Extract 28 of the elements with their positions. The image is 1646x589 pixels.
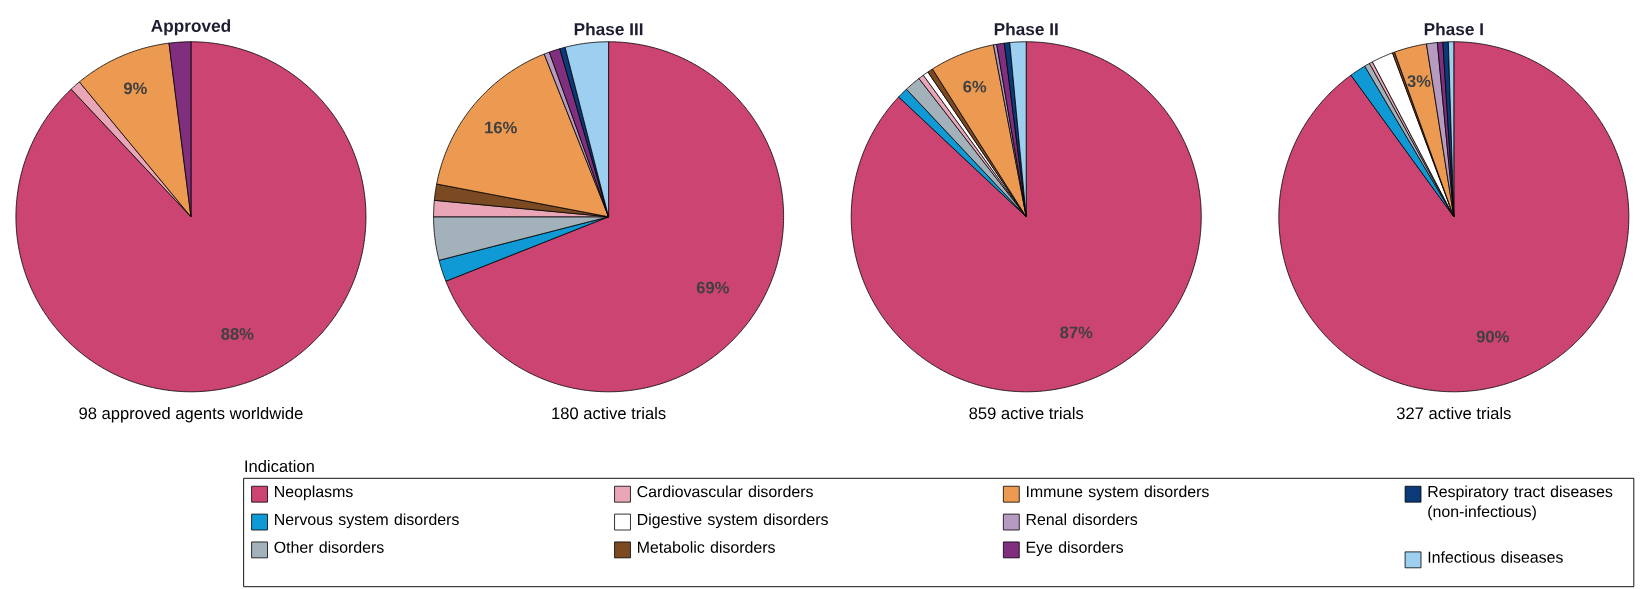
- legend-label: Immune system disorders: [1026, 485, 1209, 501]
- text: 98 approved agents worldwide: [79, 407, 303, 423]
- data-label: 3%: [1407, 75, 1431, 88]
- legend-label: Other disorders: [274, 541, 384, 554]
- legend-label: Digestive system disorders: [638, 513, 828, 529]
- data-label: 6%: [963, 80, 987, 93]
- data-label: 69%: [696, 281, 729, 294]
- legend-label: Nervous system disorders: [275, 513, 459, 529]
- chart-title: Phase III: [574, 22, 643, 36]
- text: 859 active trials: [969, 407, 1084, 420]
- chart-title: Phase I: [1424, 22, 1483, 36]
- data-label: 87%: [1060, 326, 1093, 339]
- data-label: 88%: [221, 328, 254, 340]
- legend-label: Metabolic disorders: [638, 541, 775, 554]
- text: 327 active trials: [1396, 407, 1511, 420]
- chart-title: Phase II: [994, 22, 1058, 36]
- legend-label: Neoplasms: [275, 485, 353, 501]
- legend-label: Renal disorders: [1026, 513, 1138, 526]
- data-label: 9%: [123, 82, 147, 95]
- data-label: 16%: [485, 121, 517, 134]
- data-label: 90%: [1476, 330, 1509, 343]
- legend-label: Respiratory tract diseases (non-infectious): [1428, 485, 1613, 521]
- legend-label: Cardiovascular disorders: [637, 485, 813, 498]
- text: 180 active trials: [552, 407, 666, 420]
- legend-label: Eye disorders: [1026, 541, 1124, 557]
- legend-label: Infectious diseases: [1428, 551, 1563, 563]
- chart-title: Approved: [151, 19, 231, 36]
- legend-title: Indication: [245, 460, 314, 473]
